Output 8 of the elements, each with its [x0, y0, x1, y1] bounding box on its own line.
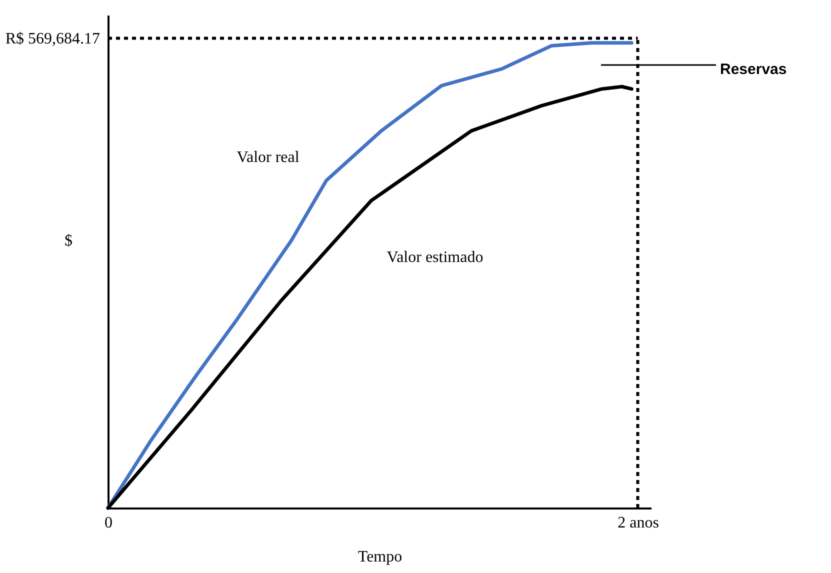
x-tick-label: 2 anos: [618, 514, 659, 532]
ref-line-label: R$ 569,684.17: [5, 30, 100, 48]
text: Reservas: [720, 61, 787, 78]
text: Valor estimado: [386, 249, 484, 266]
x-axis-title: Tempo: [358, 548, 402, 566]
x-tick-label: 0: [104, 514, 112, 532]
series-label: Valor real: [236, 149, 300, 166]
y-axis-title: $: [64, 232, 72, 250]
